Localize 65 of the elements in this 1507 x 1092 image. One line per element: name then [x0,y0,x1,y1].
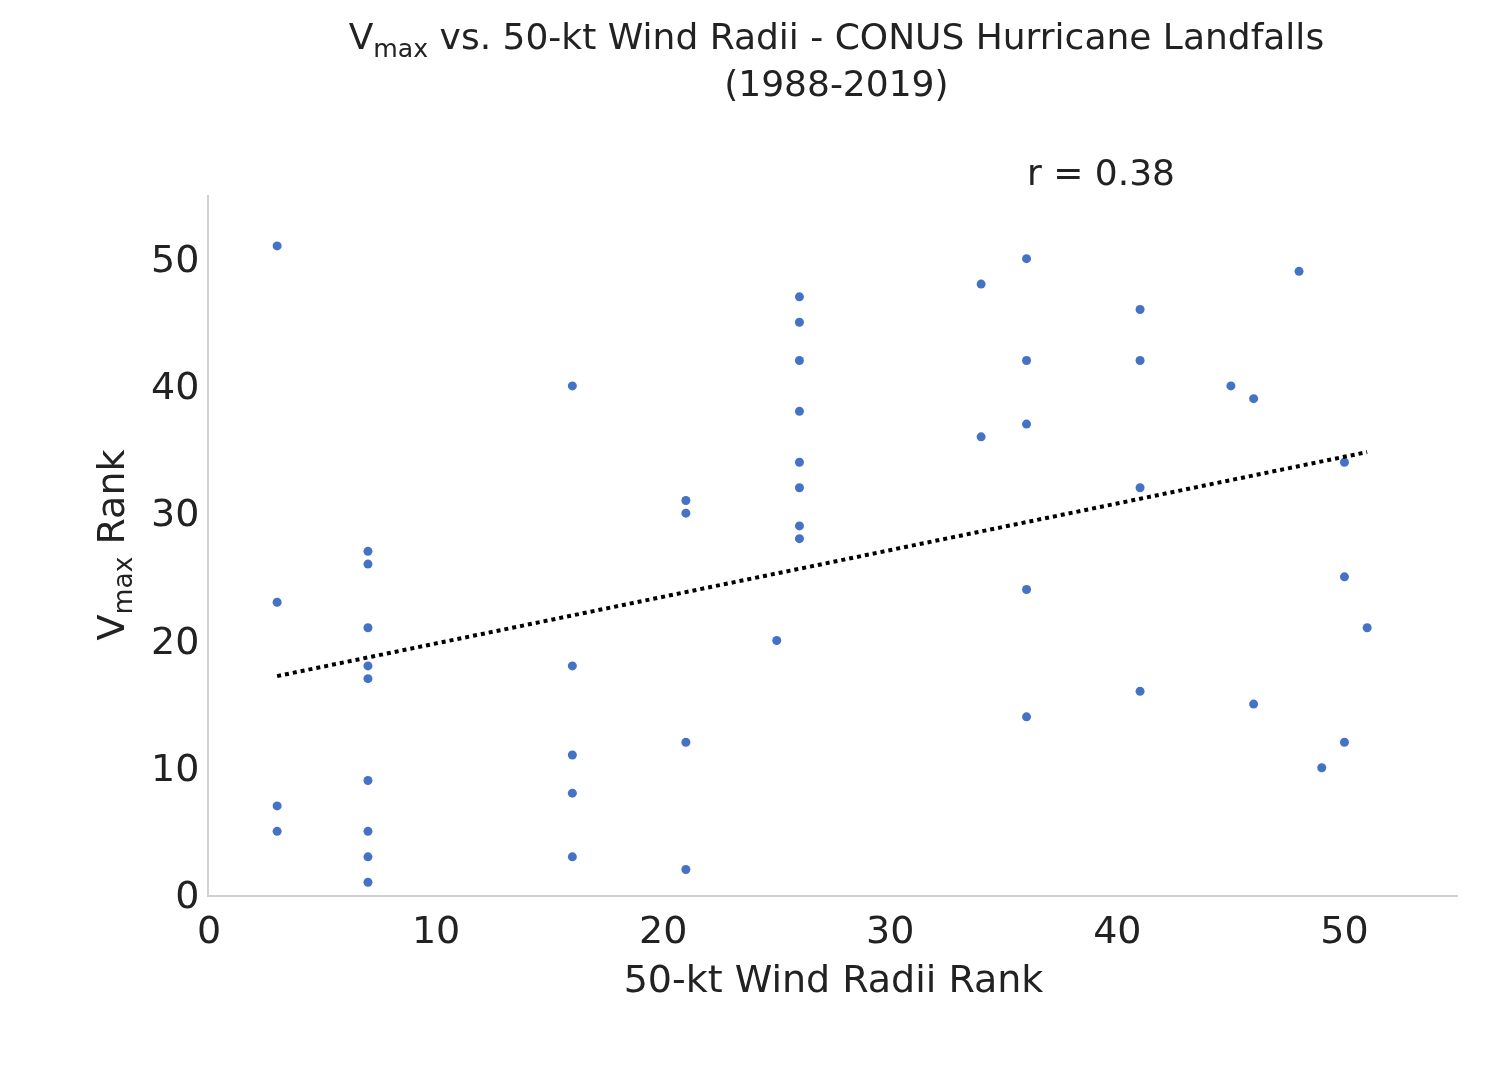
point [794,355,804,365]
point [363,546,373,556]
chart-title: V$_{max}$ vs. 50-kt Wind Radii - CONUS Hurricane Landfalls (1988-2019) [348,16,1325,104]
point [272,826,282,836]
point [1249,394,1259,404]
point [1226,381,1236,391]
point [567,852,577,862]
point [794,406,804,416]
x-tick-label: 50 [1320,907,1369,952]
y-tick-label: 30 [151,491,200,536]
point [1135,305,1145,315]
point [794,483,804,493]
point [363,775,373,785]
point [1135,686,1145,696]
point [1022,254,1032,264]
point [1294,266,1304,276]
point [794,534,804,544]
point [976,279,986,289]
point [794,521,804,531]
point [1249,699,1259,709]
point [681,495,691,505]
point [794,457,804,467]
x-tick-label: 40 [1093,907,1142,952]
point [363,674,373,684]
point [1022,712,1032,722]
point [681,737,691,747]
y-tick-label: 10 [151,746,200,791]
point [272,241,282,251]
point [1022,419,1032,429]
x-tick-label: 30 [866,907,915,952]
point [681,865,691,875]
point [363,661,373,671]
y-tick-label: 0 [175,873,200,918]
point [1339,457,1349,467]
x-axis-title: 50-kt Wind Radii Rank [623,957,1044,1002]
point [681,508,691,518]
point [567,661,577,671]
y-tick-label: 40 [151,364,200,409]
point [1362,623,1372,633]
point [794,292,804,302]
y-tick-label: 20 [151,618,200,663]
x-tick-label: 10 [411,907,461,952]
point [1022,585,1032,595]
point [1135,355,1145,365]
point [1317,763,1327,773]
point [363,852,373,862]
point [567,750,577,760]
point [272,597,282,607]
point [1135,483,1145,493]
point [976,432,986,442]
y-tick-label: 50 [151,236,200,281]
point [772,635,782,645]
point [567,381,577,391]
point [1339,737,1349,747]
point [1339,572,1349,582]
point [1022,355,1032,365]
point [272,801,282,811]
point [363,623,373,633]
point [794,317,804,327]
text: r = 0.38 [1027,152,1176,193]
x-tick-label: 20 [639,907,688,952]
point [363,877,373,887]
point [363,559,373,569]
point [567,788,577,798]
point [363,826,373,836]
